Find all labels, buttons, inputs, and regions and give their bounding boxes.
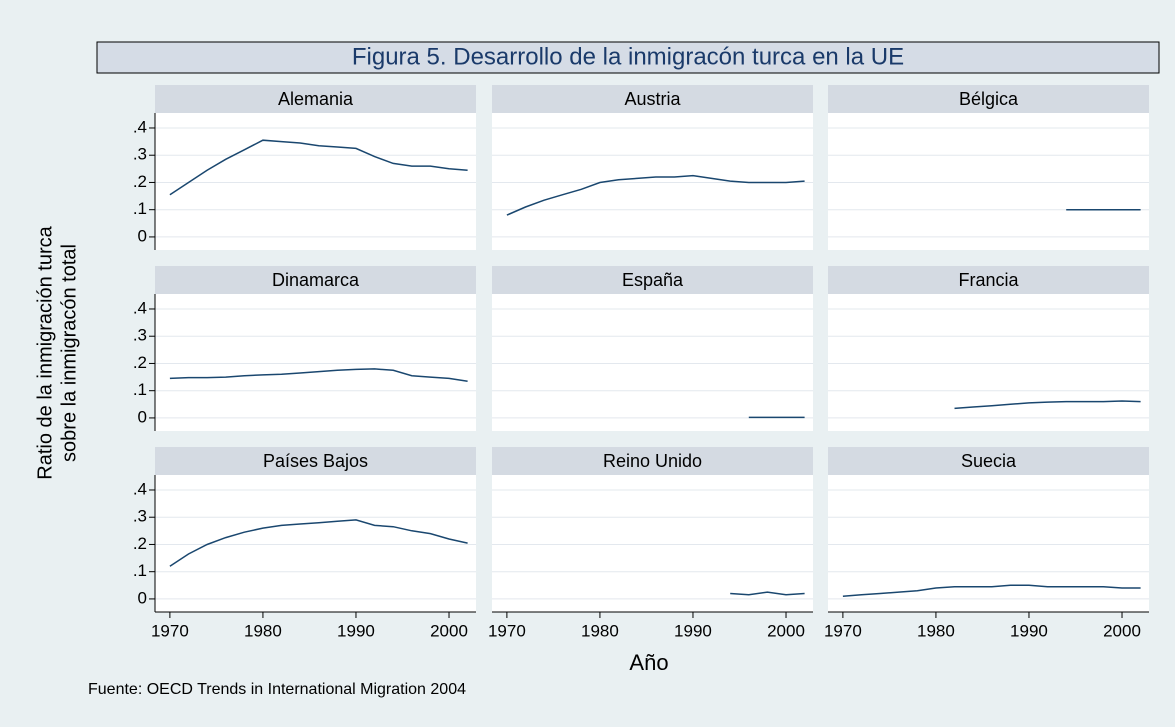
panel-header	[828, 85, 1149, 113]
y-tick-label: 0	[138, 407, 147, 426]
panel-header	[155, 85, 476, 113]
series-line	[169, 519, 468, 567]
panel-header	[155, 266, 476, 294]
panel-header	[492, 85, 813, 113]
y-tick-label: .1	[133, 199, 147, 218]
panel-title: Alemania	[278, 89, 354, 109]
y-tick-label: .1	[133, 561, 147, 580]
x-tick-label: 1990	[674, 621, 712, 640]
x-axis-title: Año	[629, 650, 668, 675]
y-tick-label: .4	[133, 117, 147, 136]
panel-header	[492, 447, 813, 475]
panel-title: España	[622, 270, 684, 290]
panel-title: Francia	[958, 270, 1019, 290]
panel-title: Suecia	[961, 451, 1017, 471]
y-axis-title: sobre la inmigracón total	[58, 244, 80, 462]
plot-area	[492, 475, 813, 612]
series-line	[954, 400, 1141, 410]
x-tick-label: 1980	[244, 621, 282, 640]
plot-area	[492, 113, 813, 250]
y-tick-label: 0	[138, 588, 147, 607]
panel-title: Países Bajos	[263, 451, 368, 471]
panel-title: Bélgica	[959, 89, 1019, 109]
panel-title: Reino Unido	[603, 451, 702, 471]
source-note: Fuente: OECD Trends in International Mig…	[88, 681, 466, 698]
y-tick-label: .4	[133, 298, 147, 317]
y-tick-label: .4	[133, 479, 147, 498]
series-line	[730, 591, 805, 596]
y-tick-label: .3	[133, 145, 147, 164]
plot-area	[828, 294, 1149, 431]
x-tick-label: 1970	[151, 621, 189, 640]
x-tick-label: 1990	[337, 621, 375, 640]
x-tick-label: 1990	[1010, 621, 1048, 640]
y-tick-label: .1	[133, 380, 147, 399]
title-box	[96, 41, 1160, 74]
x-tick-label: 1980	[581, 621, 619, 640]
plot-area	[155, 475, 476, 612]
panel-header	[828, 266, 1149, 294]
plot-area	[155, 294, 476, 431]
y-tick-label: 0	[138, 226, 147, 245]
x-tick-label: 1980	[917, 621, 955, 640]
series-line	[169, 139, 468, 196]
plot-area	[492, 294, 813, 431]
y-axis-title: Ratio de la inmigración turca	[34, 225, 56, 479]
panel-header	[828, 447, 1149, 475]
series-line	[506, 174, 805, 216]
y-tick-label: .2	[133, 534, 147, 553]
panel-header	[155, 447, 476, 475]
x-tick-label: 2000	[767, 621, 805, 640]
plot-area	[155, 113, 476, 250]
series-line	[842, 584, 1141, 597]
panel-title: Dinamarca	[272, 270, 360, 290]
series-line	[169, 368, 468, 382]
x-tick-label: 1970	[488, 621, 526, 640]
x-tick-label: 2000	[430, 621, 468, 640]
y-tick-label: .2	[133, 353, 147, 372]
y-tick-label: .3	[133, 507, 147, 526]
x-tick-label: 2000	[1103, 621, 1141, 640]
y-tick-label: .2	[133, 172, 147, 191]
x-tick-label: 1970	[824, 621, 862, 640]
panel-title: Austria	[624, 89, 681, 109]
plot-area	[828, 475, 1149, 612]
panel-header	[492, 266, 813, 294]
plot-area	[828, 113, 1149, 250]
y-tick-label: .3	[133, 326, 147, 345]
chart-title: Figura 5. Desarrollo de la inmigracón tu…	[352, 43, 904, 70]
